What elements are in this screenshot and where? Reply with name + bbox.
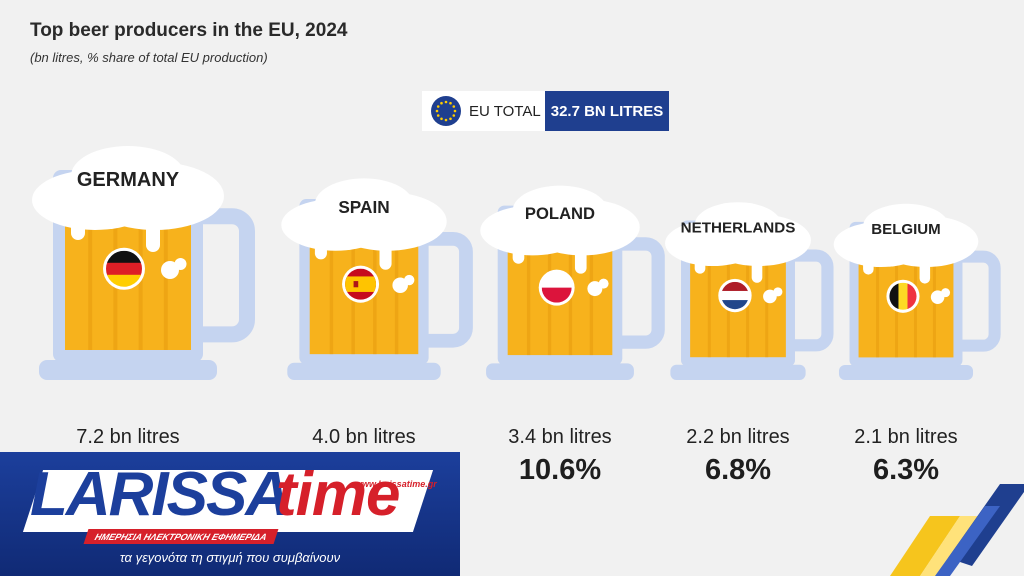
larissatime-logo: LARISSA time www.larissatime.gr ΗΜΕΡΗΣΙΑ… (0, 452, 460, 576)
mug-base (39, 360, 217, 380)
mug-handle (199, 208, 255, 343)
de-flag-icon (106, 250, 142, 287)
mug-foam (833, 203, 979, 304)
mug-foam (281, 178, 447, 293)
beer-mug-spain: SPAIN (281, 178, 473, 380)
mug-base (670, 364, 806, 380)
eu-star-icon (440, 101, 443, 105)
value-label: 3.4 bn litres (508, 426, 612, 448)
mug-base (287, 362, 441, 380)
mug-foam (665, 202, 811, 304)
page-subtitle: (bn litres, % share of total EU producti… (30, 50, 268, 65)
logo-url: www.larissatime.gr (355, 479, 437, 489)
country-name: GERMANY (77, 169, 180, 191)
be-flag-icon (889, 282, 917, 310)
country-name: BELGIUM (871, 221, 940, 238)
logo-word-larissa: LARISSA (30, 460, 290, 529)
nl-flag-icon (721, 281, 749, 310)
value-label: 2.1 bn litres (854, 426, 958, 448)
eu-star-icon (449, 101, 452, 105)
eu-star-icon (453, 109, 457, 113)
eu-star-icon (444, 100, 448, 104)
value-label: 2.2 bn litres (686, 426, 790, 448)
country-name: NETHERLANDS (681, 220, 796, 237)
eu-star-icon (452, 114, 456, 117)
country-name: SPAIN (338, 197, 389, 217)
mug-handle (790, 249, 834, 352)
mug-handle (958, 250, 1001, 352)
value-label: 7.2 bn litres (76, 426, 180, 448)
eu-star-icon (449, 117, 452, 121)
logo-word-time: time (276, 460, 400, 529)
eu-total-value: 32.7 BN LITRES (545, 91, 669, 131)
mug-handle (618, 237, 665, 349)
beer-mug-germany: GERMANY (32, 146, 255, 380)
eu-star-icon (435, 109, 439, 113)
eu-flag-icon (431, 96, 461, 126)
beer-mug-belgium: BELGIUM (833, 203, 1001, 380)
eu-star-icon (444, 118, 448, 122)
beer-mug-netherlands: NETHERLANDS (665, 202, 834, 380)
share-label: 6.3% (872, 454, 940, 486)
eu-star-icon (436, 114, 440, 117)
mug-base (486, 363, 634, 380)
logo-tagline: τα γεγονότα τη στιγμή που συμβαίνουν (119, 550, 341, 565)
es-flag-icon (345, 268, 377, 300)
mug-base (838, 364, 974, 380)
page-title: Top beer producers in the EU, 2024 (30, 20, 348, 41)
mug-handle (424, 231, 473, 348)
beer-mug-poland: POLAND (480, 185, 665, 380)
eu-star-icon (452, 105, 456, 108)
eu-star-icon (440, 117, 443, 121)
country-name: POLAND (525, 204, 595, 223)
mug-foam (480, 185, 640, 297)
eu-total-box: EU TOTAL 32.7 BN LITRES (422, 91, 669, 131)
value-label: 4.0 bn litres (312, 426, 416, 448)
logo-strip-text: ΗΜΕΡΗΣΙΑ ΗΛΕΚΤΡΟΝΙΚΗ ΕΦΗΜΕΡΙΔΑ (93, 531, 269, 542)
decorative-stripes (890, 484, 1024, 576)
mug-foam (32, 146, 224, 279)
eu-star-icon (436, 105, 440, 108)
eu-total-label: EU TOTAL (469, 102, 541, 120)
pl-flag-icon (541, 272, 572, 303)
eu-total-label-box: EU TOTAL (422, 91, 545, 131)
share-label: 6.8% (704, 454, 772, 486)
logo-strip: ΗΜΕΡΗΣΙΑ ΗΛΕΚΤΡΟΝΙΚΗ ΕΦΗΜΕΡΙΔΑ (83, 529, 279, 544)
share-label: 10.6% (518, 454, 602, 486)
